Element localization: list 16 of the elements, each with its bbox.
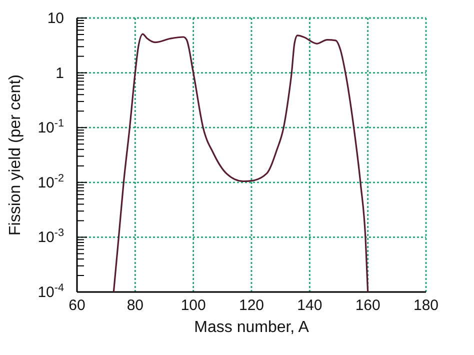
y-tick-label: 1 (56, 64, 64, 82)
x-tick-label: 120 (238, 297, 264, 314)
y-tick-label: 10$^{-3}$ (38, 227, 64, 246)
y-tick-label: 10$^{-1}$ (38, 118, 64, 137)
x-axis-title: Mass number, A (194, 319, 310, 336)
x-tick-label: 80 (126, 297, 144, 314)
x-tick-label: 140 (297, 297, 322, 314)
x-tick-label: 60 (68, 297, 86, 314)
x-tick-label: 100 (180, 297, 206, 314)
x-tick-label: 180 (413, 297, 439, 314)
y-tick-label: 10$^{-2}$ (38, 172, 64, 192)
y-tick-label: 10$^{-4}$ (38, 282, 64, 301)
y-tick-label: 10 (47, 10, 64, 27)
x-tick-label: 160 (355, 297, 380, 314)
line-series (112, 33, 369, 293)
y-axis-title: Fission yield (per cent) (7, 74, 24, 236)
